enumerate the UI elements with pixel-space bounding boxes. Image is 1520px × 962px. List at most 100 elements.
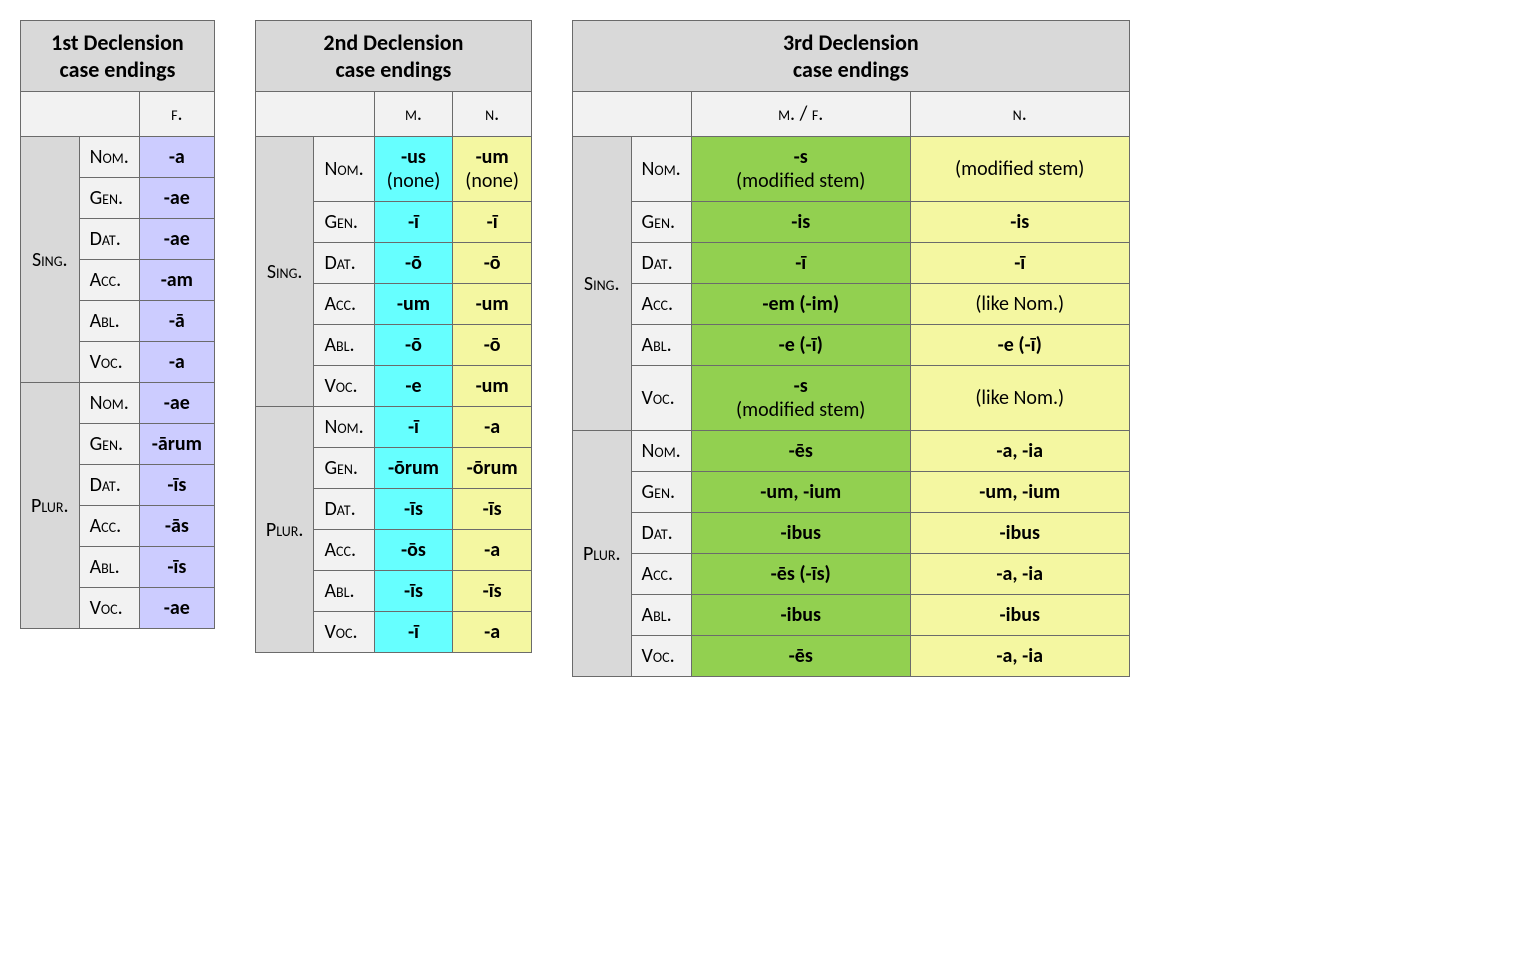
table-title: 2nd Declensioncase endings [255, 21, 531, 92]
ending-cell: -ōrum [374, 448, 453, 489]
gender-header: m. [374, 92, 453, 137]
gender-header: n. [910, 92, 1129, 137]
ending-cell: -em (-im) [691, 284, 910, 325]
case-label: Abl. [79, 301, 139, 342]
case-label: Voc. [79, 588, 139, 629]
case-label: Acc. [79, 506, 139, 547]
table-row: Sing.Nom.-a [21, 137, 215, 178]
ending-cell: -ā [139, 301, 214, 342]
gender-header: m. / f. [691, 92, 910, 137]
case-label: Nom. [79, 383, 139, 424]
number-label: Sing. [572, 137, 631, 431]
case-label: Gen. [631, 202, 691, 243]
case-label: Gen. [79, 424, 139, 465]
ending-cell: -is [691, 202, 910, 243]
ending-cell: -ās [139, 506, 214, 547]
case-label: Acc. [314, 530, 374, 571]
ending-cell: -ōs [374, 530, 453, 571]
case-label: Abl. [631, 595, 691, 636]
ending-cell: -ō [374, 243, 453, 284]
declension-table-1: 1st Declensioncase endingsf.Sing.Nom.-aG… [20, 20, 215, 629]
ending-cell: (like Nom.) [910, 284, 1129, 325]
ending-cell: -ibus [691, 513, 910, 554]
case-label: Nom. [79, 137, 139, 178]
table-row: Voc.-s(modified stem)(like Nom.) [572, 366, 1129, 431]
case-label: Acc. [79, 260, 139, 301]
ending-cell: -ī [374, 612, 453, 653]
header-blank [255, 92, 374, 137]
ending-cell: -īs [374, 489, 453, 530]
table-row: Sing.Nom.-s(modified stem)(modified stem… [572, 137, 1129, 202]
ending-cell: -um(none) [453, 137, 532, 202]
ending-cell: -e (-ī) [910, 325, 1129, 366]
case-label: Dat. [314, 489, 374, 530]
table-row: Gen.-um, -ium-um, -ium [572, 472, 1129, 513]
table-row: Plur.Nom.-ae [21, 383, 215, 424]
ending-cell: (like Nom.) [910, 366, 1129, 431]
case-label: Voc. [314, 366, 374, 407]
ending-cell: -īs [139, 465, 214, 506]
case-label: Abl. [631, 325, 691, 366]
case-label: Dat. [314, 243, 374, 284]
case-label: Dat. [631, 513, 691, 554]
ending-cell: -īs [374, 571, 453, 612]
ending-cell: -a, -ia [910, 431, 1129, 472]
table-row: Voc.-ēs-a, -ia [572, 636, 1129, 677]
ending-cell: -ī [910, 243, 1129, 284]
case-label: Voc. [631, 636, 691, 677]
table-row: Acc.-ēs (-īs)-a, -ia [572, 554, 1129, 595]
ending-cell: -a, -ia [910, 554, 1129, 595]
ending-cell: -um [374, 284, 453, 325]
case-label: Gen. [631, 472, 691, 513]
ending-cell: -ēs [691, 431, 910, 472]
ending-cell: -is [910, 202, 1129, 243]
ending-cell: -a [453, 530, 532, 571]
number-label: Sing. [21, 137, 80, 383]
ending-cell: -s(modified stem) [691, 137, 910, 202]
ending-cell: -ēs (-īs) [691, 554, 910, 595]
ending-cell: -ae [139, 383, 214, 424]
gender-header: f. [139, 92, 214, 137]
table-row: Dat.-ibus-ibus [572, 513, 1129, 554]
table-title: 3rd Declensioncase endings [572, 21, 1129, 92]
case-label: Abl. [79, 547, 139, 588]
ending-cell: -ēs [691, 636, 910, 677]
ending-cell: -ae [139, 178, 214, 219]
ending-cell: -um [453, 284, 532, 325]
ending-cell: -a [453, 407, 532, 448]
gender-header: n. [453, 92, 532, 137]
table-row: Gen.-is-is [572, 202, 1129, 243]
case-label: Abl. [314, 571, 374, 612]
table-row: Dat.-ī-ī [572, 243, 1129, 284]
table-row: Plur.Nom.-ī-a [255, 407, 531, 448]
ending-cell: -ibus [910, 595, 1129, 636]
case-label: Dat. [631, 243, 691, 284]
case-label: Voc. [314, 612, 374, 653]
ending-cell: -īs [453, 489, 532, 530]
ending-cell: -ōrum [453, 448, 532, 489]
ending-cell: -a [139, 137, 214, 178]
ending-cell: -a [453, 612, 532, 653]
case-label: Acc. [314, 284, 374, 325]
ending-cell: -am [139, 260, 214, 301]
case-label: Voc. [79, 342, 139, 383]
ending-cell: -ī [453, 202, 532, 243]
table-row: Abl.-ibus-ibus [572, 595, 1129, 636]
ending-cell: -s(modified stem) [691, 366, 910, 431]
case-label: Gen. [79, 178, 139, 219]
table-row: Plur.Nom.-ēs-a, -ia [572, 431, 1129, 472]
ending-cell: -ī [691, 243, 910, 284]
number-label: Plur. [21, 383, 80, 629]
table-row: Sing.Nom.-us(none)-um(none) [255, 137, 531, 202]
header-blank [21, 92, 140, 137]
table-title: 1st Declensioncase endings [21, 21, 215, 92]
ending-cell: -um [453, 366, 532, 407]
ending-cell: -us(none) [374, 137, 453, 202]
declension-table-2: 2nd Declensioncase endingsm.n.Sing.Nom.-… [255, 20, 532, 653]
ending-cell: -e (-ī) [691, 325, 910, 366]
case-label: Acc. [631, 554, 691, 595]
ending-cell: -īs [139, 547, 214, 588]
ending-cell: -a [139, 342, 214, 383]
ending-cell: -ō [453, 243, 532, 284]
ending-cell: -ibus [910, 513, 1129, 554]
